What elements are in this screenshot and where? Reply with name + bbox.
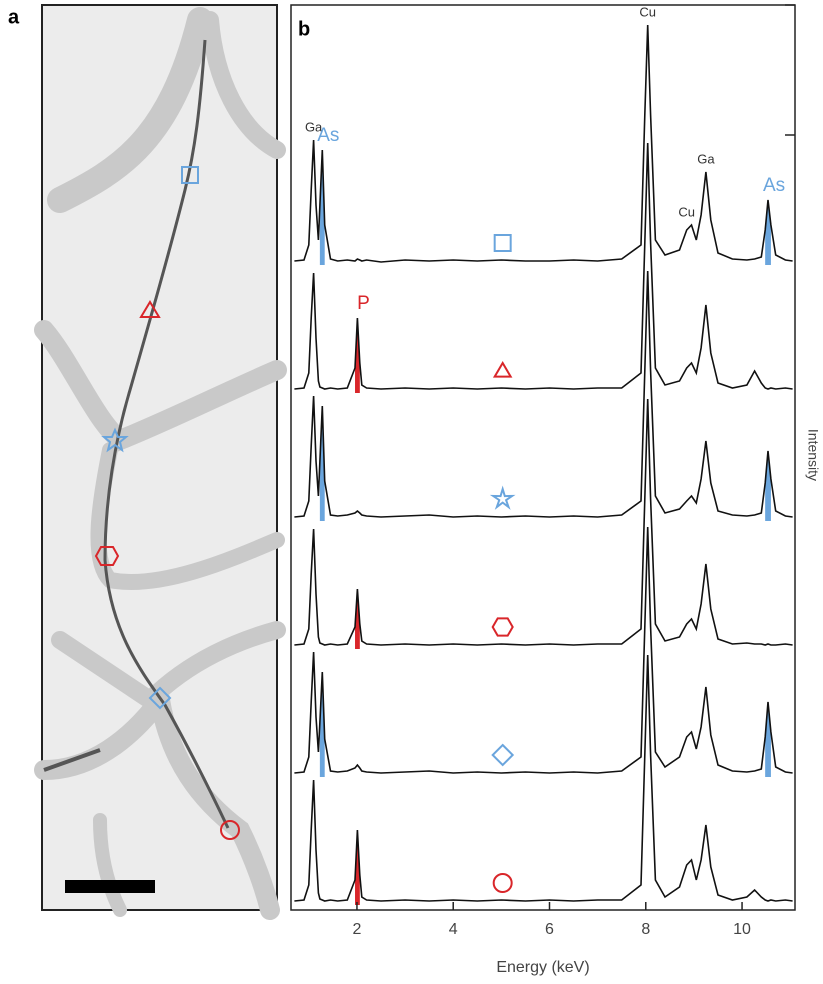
- marker: [489, 485, 516, 510]
- x-axis-label: Energy (keV): [496, 959, 589, 976]
- spectrum-line: [294, 398, 793, 646]
- peak-label: Ga: [697, 151, 715, 166]
- peak-fill: [355, 589, 360, 649]
- spectra: [294, 24, 793, 905]
- spectrum-line: [294, 270, 793, 518]
- spectrum-line: [294, 24, 793, 263]
- peak-fill: [765, 451, 771, 521]
- panel-label: a: [8, 6, 20, 28]
- micrograph: [34, 4, 287, 920]
- x-tick-label: 8: [641, 921, 650, 938]
- panel-label: b: [298, 18, 310, 40]
- marker: [491, 743, 515, 767]
- marker: [492, 873, 513, 893]
- spectrum-line: [294, 142, 793, 390]
- peak-label: Cu: [678, 204, 695, 219]
- peak-label: P: [357, 293, 370, 314]
- peak-label: Cu: [639, 4, 656, 19]
- spectrum-line: [294, 654, 793, 902]
- peak-fill: [765, 702, 771, 777]
- x-tick-label: 2: [352, 921, 361, 938]
- marker: [493, 234, 512, 252]
- spectrum-line: [294, 526, 793, 774]
- y-axis-label: Intensity: [805, 429, 821, 481]
- peak-fill: [355, 830, 360, 905]
- peak-fill: [355, 318, 360, 393]
- x-tick-label: 4: [449, 921, 458, 938]
- peak-label: Ga: [305, 119, 323, 134]
- peak-label: As: [763, 175, 785, 196]
- x-tick-label: 10: [733, 921, 751, 938]
- x-tick-label: 6: [545, 921, 554, 938]
- plot-frame: [290, 4, 796, 911]
- peak-label: As: [317, 125, 339, 146]
- marker: [491, 617, 514, 637]
- marker: [492, 361, 513, 378]
- peak-fill: [765, 200, 771, 265]
